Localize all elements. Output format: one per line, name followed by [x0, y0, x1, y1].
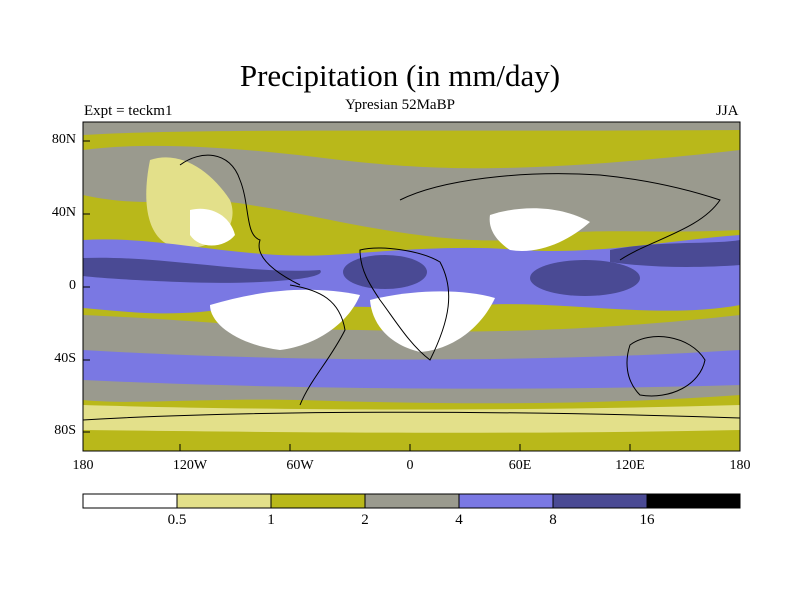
field-light-south	[83, 405, 740, 433]
field-dry-namerica	[190, 208, 235, 246]
map-title: Precipitation (in mm/day)	[239, 58, 561, 93]
x-tick-label: 120E	[615, 458, 645, 473]
colorbar-box-6	[552, 493, 648, 509]
field-dry-africa	[370, 291, 495, 352]
field-gray-pole	[83, 122, 740, 135]
coast-samerica	[289, 284, 346, 406]
x-tick-label: 60E	[508, 458, 532, 473]
field-dry-samerica	[210, 289, 360, 350]
colorbar-box-2	[176, 493, 272, 509]
field-darkblue-indian	[530, 260, 640, 296]
field-dry-asia	[489, 208, 590, 251]
x-tick-label: 120W	[172, 458, 208, 473]
experiment-label: Expt = teckm1	[84, 103, 173, 119]
coast-namerica	[179, 154, 301, 286]
colorbar-box-7	[646, 493, 741, 509]
x-tick-label: 180	[729, 458, 751, 473]
colorbar-label: 1	[267, 512, 275, 528]
colorbar-box-1	[82, 493, 178, 509]
colorbar	[82, 493, 741, 509]
x-tick-label: 60W	[286, 458, 314, 473]
coast-africa	[359, 247, 450, 361]
colorbar-label: 0.5	[167, 512, 187, 528]
field-darkblue-westpacific	[610, 240, 740, 267]
map-ticks	[83, 140, 631, 451]
season-label: JJA	[716, 103, 739, 119]
coast-australia	[626, 336, 706, 397]
field-blue-south	[83, 350, 740, 389]
coastlines	[83, 154, 740, 421]
colorbar-label: 16	[639, 512, 655, 528]
precipitation-field	[83, 122, 740, 451]
coast-eurasia	[399, 173, 721, 261]
colorbar-label: 4	[455, 512, 463, 528]
colorbar-box-3	[270, 493, 366, 509]
coast-antarctica	[83, 411, 740, 421]
y-tick-label: 80S	[54, 423, 76, 438]
x-tick-label: 0	[406, 458, 414, 473]
colorbar-label: 2	[361, 512, 369, 528]
colorbar-box-4	[364, 493, 460, 509]
field-darkblue-pacific	[83, 257, 321, 283]
colorbar-box-5	[458, 493, 554, 509]
field-darkblue-africa	[343, 255, 427, 289]
colorbar-label: 8	[549, 512, 557, 528]
x-tick-label: 180	[72, 458, 94, 473]
y-tick-label: 40S	[54, 351, 76, 366]
period-label: Ypresian 52MaBP	[345, 97, 455, 113]
y-tick-label: 40N	[51, 205, 76, 220]
y-tick-label: 80N	[51, 132, 76, 147]
y-tick-label: 0	[69, 278, 76, 293]
